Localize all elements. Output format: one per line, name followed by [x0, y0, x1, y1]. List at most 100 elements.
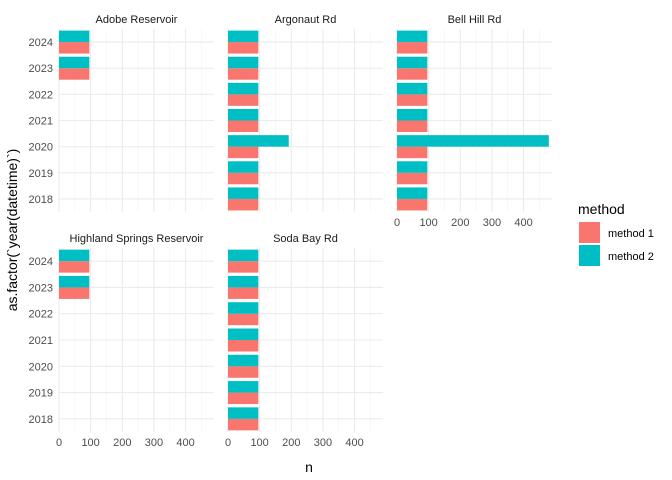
bar-method-2-2024: [228, 30, 259, 43]
facet-strip-label: Argonaut Rd: [275, 14, 337, 26]
bar-method-2-2022: [397, 82, 428, 95]
x-tick-label: 100: [250, 437, 268, 449]
bar-method-2-2023: [228, 275, 259, 288]
y-tick-label: 2023: [29, 282, 53, 294]
x-tick-label: 300: [145, 437, 163, 449]
y-tick-label: 2024: [29, 256, 53, 268]
bar-method-1-2018: [228, 198, 259, 211]
x-tick-label: 100: [81, 437, 99, 449]
legend-entry-method-2: method 2: [578, 244, 654, 267]
y-axis-title: as.factor(`year(datetime)`): [4, 149, 20, 312]
x-tick-label: 300: [483, 217, 501, 229]
bar-method-1-2022: [397, 94, 428, 106]
bar-method-2-2024: [59, 249, 90, 262]
legend-title: method: [578, 201, 625, 217]
bar-method-1-2019: [228, 172, 259, 185]
bar-method-2-2021: [228, 109, 259, 121]
x-tick-label: 400: [514, 217, 532, 229]
x-tick-label: 200: [113, 437, 131, 449]
legend-entry-label: method 2: [608, 251, 654, 263]
bar-method-1-2024: [228, 261, 259, 273]
facet-bell-hill-rd: Bell Hill Rd 0 100 200 300 400: [394, 14, 552, 229]
bar-method-1-2023: [228, 68, 259, 80]
y-tick-label: 2019: [29, 388, 53, 400]
bar-method-2-2019: [397, 161, 428, 173]
bar-method-1-2024: [397, 42, 428, 54]
bar-method-1-2019: [228, 392, 259, 405]
y-tick-label: 2022: [29, 309, 53, 321]
y-tick-label: 2018: [29, 194, 53, 206]
bar-method-2-2024: [228, 249, 259, 262]
bar-method-2-2023: [397, 56, 428, 69]
bar-method-1-2023: [59, 287, 90, 299]
bar-method-2-2022: [228, 302, 259, 314]
y-tick-label: 2022: [29, 89, 53, 101]
bar-method-1-2023: [397, 68, 428, 80]
y-tick-label: 2020: [29, 361, 53, 373]
bar-method-1-2019: [397, 172, 428, 185]
y-tick-label: 2018: [29, 414, 53, 426]
bar-method-2-2021: [228, 328, 259, 340]
x-tick-label: 0: [225, 437, 231, 449]
bar-method-2-2018: [228, 407, 259, 419]
bar-method-1-2021: [397, 120, 428, 132]
bar-method-2-2024: [59, 30, 90, 43]
facet-strip-label: Highland Springs Reservoir: [70, 233, 204, 245]
facet-strip-label: Soda Bay Rd: [273, 233, 338, 245]
bar-method-1-2024: [228, 42, 259, 54]
bar-method-2-2023: [228, 56, 259, 69]
bar-method-2-2019: [228, 161, 259, 173]
bar-method-2-2023: [59, 275, 90, 288]
bar-method-1-2023: [59, 68, 90, 80]
bar-method-1-2021: [228, 120, 259, 132]
bar-method-2-2020: [228, 354, 259, 367]
bar-method-2-2018: [397, 187, 428, 199]
bar-method-1-2020: [228, 366, 259, 378]
bar-method-2-2023: [59, 56, 90, 69]
facet-highland-springs-reservoir: Highland Springs Reservoir 2018 2019 2020 20…: [29, 233, 214, 449]
facet-adobe-reservoir: Adobe Reservoir 2018 2019 2020 2021 2022 2023 2…: [29, 14, 214, 212]
x-tick-label: 300: [314, 437, 332, 449]
y-tick-label: 2021: [29, 116, 53, 128]
bar-method-2-2020: [228, 135, 289, 147]
facet-strip-label: Bell Hill Rd: [448, 14, 502, 26]
x-tick-label: 200: [282, 437, 300, 449]
bar-method-1-2023: [228, 287, 259, 299]
legend-key-swatch: [579, 222, 600, 243]
x-tick-label: 400: [176, 437, 194, 449]
y-tick-label: 2024: [29, 37, 53, 49]
bar-method-1-2022: [228, 313, 259, 326]
bar-method-1-2018: [397, 198, 428, 211]
bar-method-2-2020: [397, 135, 549, 147]
bar-method-1-2022: [228, 94, 259, 106]
x-tick-label: 0: [394, 217, 400, 229]
facet-argonaut-rd: Argonaut Rd: [227, 14, 383, 212]
x-tick-label: 400: [345, 437, 363, 449]
bar-method-1-2020: [397, 146, 428, 159]
bar-method-1-2020: [228, 146, 259, 159]
y-tick-label: 2020: [29, 142, 53, 154]
bar-method-2-2019: [228, 381, 259, 393]
legend-key-swatch: [579, 245, 600, 266]
bar-method-2-2024: [397, 30, 428, 43]
y-tick-label: 2021: [29, 335, 53, 347]
y-tick-label: 2023: [29, 63, 53, 75]
bar-method-1-2021: [228, 340, 259, 352]
facet-soda-bay-rd: Soda Bay Rd 0 100 200 300 400: [225, 233, 383, 449]
bar-method-2-2021: [397, 109, 428, 121]
bar-method-1-2018: [228, 418, 259, 431]
legend: method method 1 method 2: [578, 201, 654, 267]
legend-entry-label: method 1: [608, 228, 654, 240]
facet-panels: Adobe Reservoir 2018 2019 2020 2021 2022 2023 2…: [29, 14, 552, 449]
y-tick-label: 2019: [29, 168, 53, 180]
x-tick-label: 0: [56, 437, 62, 449]
x-axis-title: n: [305, 459, 313, 475]
bar-method-1-2024: [59, 42, 90, 54]
x-tick-label: 100: [419, 217, 437, 229]
legend-entry-method-1: method 1: [578, 221, 654, 244]
bar-method-1-2024: [59, 261, 90, 273]
facet-strip-label: Adobe Reservoir: [96, 14, 178, 26]
bar-method-2-2018: [228, 187, 259, 199]
x-tick-label: 200: [451, 217, 469, 229]
